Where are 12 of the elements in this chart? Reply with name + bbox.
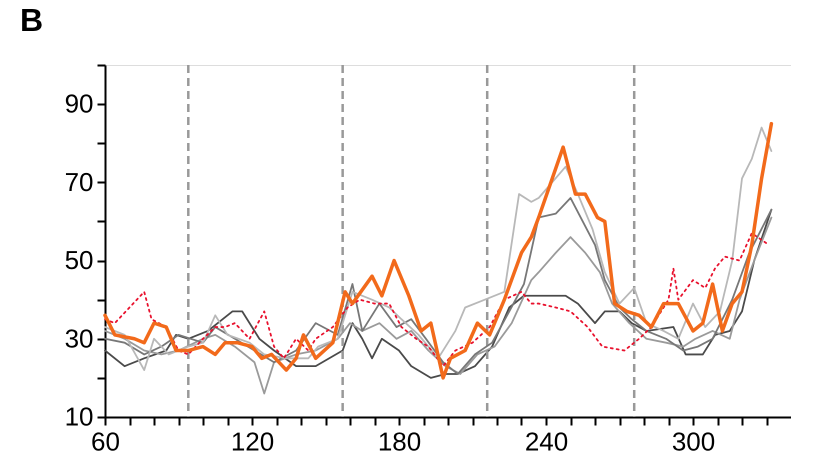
- x-tick-label: 120: [230, 426, 274, 456]
- y-tick-label: 70: [64, 166, 94, 197]
- x-tick-label: 180: [378, 426, 422, 456]
- y-tick-label: 50: [64, 245, 94, 276]
- chart-title: B: [20, 2, 44, 38]
- line-series: [104, 232, 770, 368]
- x-tick-label: 300: [672, 426, 716, 456]
- y-tick-label: 10: [64, 402, 94, 432]
- y-tick-label: 30: [64, 323, 94, 354]
- x-tick-label: 60: [91, 426, 120, 456]
- y-tick-label: 90: [64, 88, 94, 119]
- x-tick-label: 240: [524, 426, 568, 456]
